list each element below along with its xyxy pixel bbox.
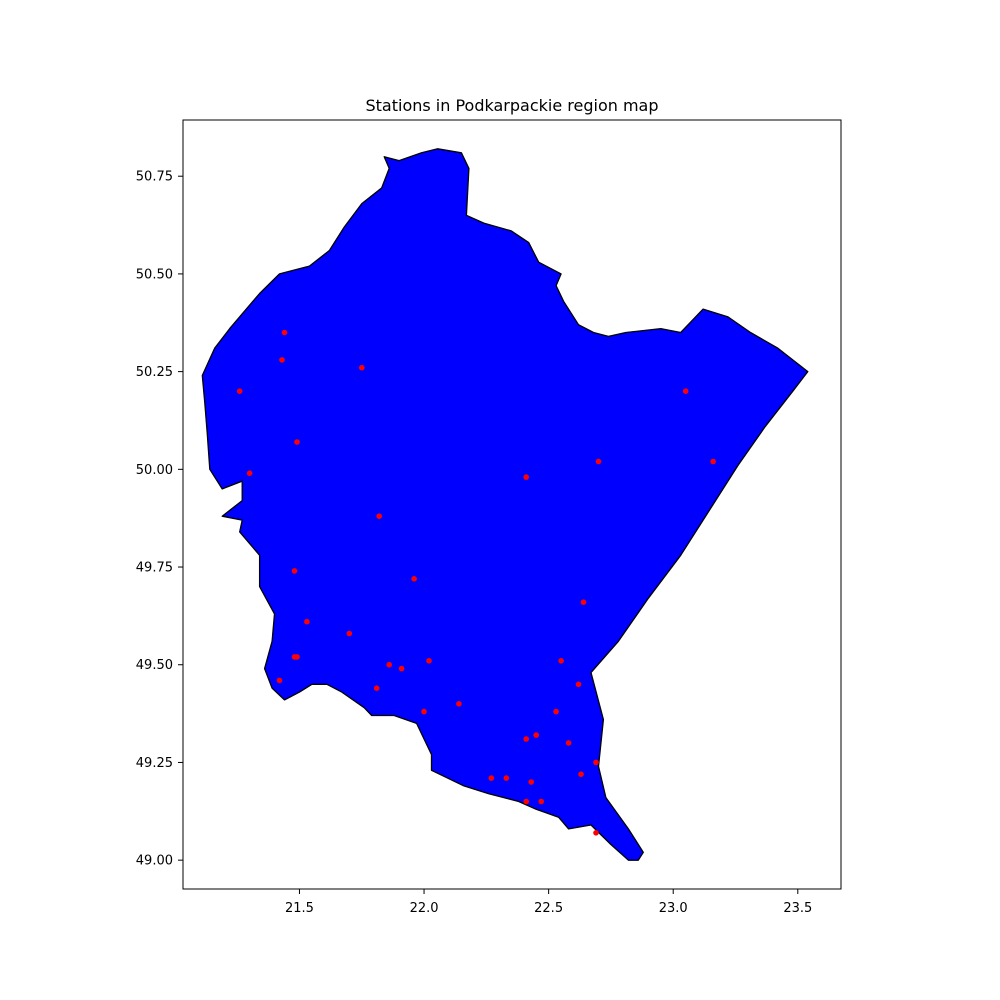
station-marker: [580, 599, 587, 605]
station-marker: [373, 685, 380, 691]
station-marker: [346, 630, 353, 637]
y-tick-label: 49.50: [136, 658, 173, 673]
plot-area: [201, 148, 809, 861]
station-marker: [682, 388, 689, 395]
y-tick-label: 49.00: [136, 854, 173, 869]
x-tick-label: 23.5: [783, 901, 812, 916]
station-marker: [593, 830, 599, 836]
station-marker: [528, 779, 534, 785]
y-axis-ticks: 49.00 49.25 49.50 49.75 50.00 50.25 50.50 50.75: [136, 170, 183, 869]
station-marker: [553, 708, 559, 715]
station-marker: [386, 661, 393, 668]
podkarpackie-region-shape: [201, 148, 809, 861]
station-marker: [595, 458, 602, 465]
station-marker: [236, 388, 243, 395]
station-marker: [503, 775, 510, 781]
station-marker: [523, 474, 529, 480]
station-marker: [398, 665, 405, 672]
station-marker: [523, 798, 529, 805]
station-marker: [291, 568, 298, 574]
station-marker: [575, 681, 582, 688]
station-marker: [281, 329, 288, 336]
station-marker: [279, 357, 285, 363]
station-marker: [411, 576, 417, 582]
y-tick-label: 50.25: [136, 365, 173, 380]
station-marker: [593, 759, 599, 766]
station-marker: [246, 470, 253, 477]
chart-title: Stations in Podkarpackie region map: [366, 96, 659, 115]
y-tick-label: 49.25: [136, 756, 173, 771]
station-marker: [294, 439, 300, 445]
station-marker: [523, 736, 529, 742]
station-marker: [359, 364, 365, 371]
station-marker: [304, 618, 310, 625]
x-tick-label: 21.5: [285, 901, 314, 916]
y-tick-label: 50.50: [136, 267, 173, 282]
axes-frame: [182, 119, 842, 890]
y-tick-label: 50.75: [136, 170, 173, 185]
station-marker: [294, 654, 300, 660]
station-marker: [421, 708, 427, 715]
station-marker: [426, 658, 432, 664]
station-marker: [558, 658, 564, 664]
station-marker: [565, 740, 572, 746]
x-tick-label: 22.0: [410, 901, 439, 916]
x-tick-label: 22.5: [534, 901, 563, 916]
station-marker: [710, 458, 716, 465]
station-marker: [578, 771, 584, 777]
y-tick-label: 49.75: [136, 561, 173, 576]
station-marker: [488, 775, 495, 781]
x-tick-label: 23.0: [659, 901, 688, 916]
x-axis-ticks: 21.5 22.0 22.5 23.0 23.5: [285, 889, 812, 916]
station-marker: [533, 732, 539, 738]
station-marker: [456, 701, 462, 707]
station-marker: [538, 798, 544, 805]
y-tick-label: 50.00: [136, 463, 173, 478]
station-marker: [376, 513, 383, 519]
station-marker: [276, 677, 283, 684]
station-markers: [236, 329, 716, 836]
